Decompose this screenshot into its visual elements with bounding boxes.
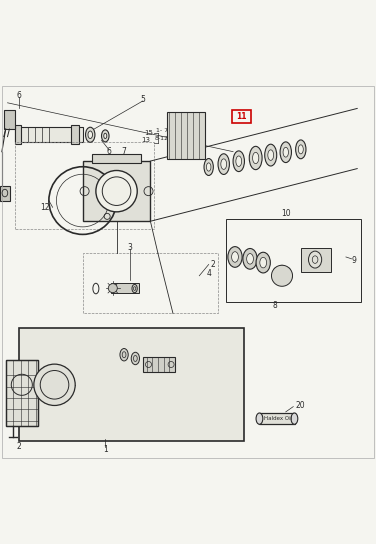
Bar <box>167 112 205 159</box>
Ellipse shape <box>206 163 211 171</box>
Bar <box>301 248 331 272</box>
Bar <box>143 357 175 372</box>
Ellipse shape <box>131 353 139 364</box>
Ellipse shape <box>273 267 282 275</box>
Ellipse shape <box>278 265 286 274</box>
Text: 13: 13 <box>141 137 150 143</box>
Text: 11: 11 <box>236 112 247 121</box>
Bar <box>0 186 10 201</box>
Bar <box>92 153 141 163</box>
Ellipse shape <box>132 285 137 293</box>
Ellipse shape <box>296 140 306 159</box>
Ellipse shape <box>120 349 128 361</box>
Ellipse shape <box>233 151 244 171</box>
Ellipse shape <box>291 413 298 424</box>
Ellipse shape <box>253 152 259 164</box>
Text: 12: 12 <box>40 203 50 212</box>
Text: 8-12: 8-12 <box>155 135 169 141</box>
Ellipse shape <box>228 246 242 267</box>
Text: 8: 8 <box>272 301 277 310</box>
Text: 1: 1 <box>103 446 108 454</box>
Ellipse shape <box>265 144 277 166</box>
Bar <box>6 360 38 426</box>
Ellipse shape <box>282 267 291 275</box>
Ellipse shape <box>102 130 109 142</box>
Ellipse shape <box>268 150 274 160</box>
Ellipse shape <box>232 252 238 262</box>
Text: 6: 6 <box>17 91 21 100</box>
Text: 5: 5 <box>141 95 145 103</box>
Bar <box>226 219 361 302</box>
Bar <box>259 413 295 424</box>
Bar <box>71 125 79 144</box>
Ellipse shape <box>256 413 263 424</box>
Circle shape <box>34 364 75 405</box>
Ellipse shape <box>256 252 270 273</box>
Bar <box>111 283 139 293</box>
Ellipse shape <box>284 271 293 280</box>
Ellipse shape <box>308 251 321 268</box>
Circle shape <box>271 265 293 286</box>
Ellipse shape <box>221 159 227 169</box>
Text: 2: 2 <box>17 442 21 452</box>
Bar <box>83 161 150 221</box>
Circle shape <box>108 283 117 293</box>
Text: 15: 15 <box>144 130 153 136</box>
Text: 3: 3 <box>127 243 132 252</box>
Ellipse shape <box>88 131 92 139</box>
Text: 7: 7 <box>122 147 126 156</box>
Text: 6: 6 <box>107 147 111 156</box>
Ellipse shape <box>280 142 291 163</box>
Ellipse shape <box>204 158 213 176</box>
Ellipse shape <box>260 257 267 268</box>
Ellipse shape <box>218 154 229 175</box>
Bar <box>6 360 38 426</box>
Ellipse shape <box>104 133 107 139</box>
Bar <box>15 127 83 143</box>
Text: 2: 2 <box>210 260 215 269</box>
Text: 10: 10 <box>281 209 291 218</box>
Ellipse shape <box>283 147 288 157</box>
Bar <box>19 329 244 441</box>
Text: 9: 9 <box>351 256 356 265</box>
Ellipse shape <box>236 156 242 166</box>
Text: 20: 20 <box>296 401 306 410</box>
Bar <box>15 125 21 144</box>
Text: 4: 4 <box>206 269 211 277</box>
Ellipse shape <box>243 249 257 269</box>
Ellipse shape <box>298 145 303 154</box>
Text: 1- 7: 1- 7 <box>156 128 168 133</box>
Ellipse shape <box>85 127 95 143</box>
Text: Haldex Oil: Haldex Oil <box>264 416 292 421</box>
Circle shape <box>96 170 137 212</box>
Ellipse shape <box>249 146 262 170</box>
Ellipse shape <box>247 254 253 264</box>
Bar <box>4 110 15 129</box>
